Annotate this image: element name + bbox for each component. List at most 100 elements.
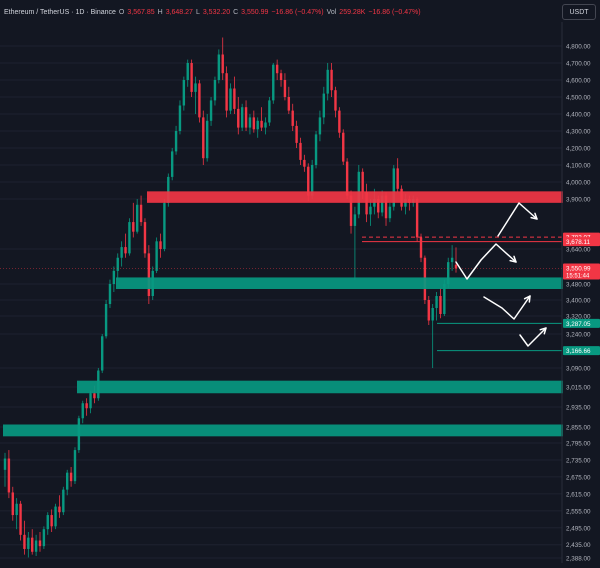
candle-body — [349, 195, 353, 226]
candle-body — [303, 159, 306, 167]
price-tag-label: 3,287.05 — [566, 321, 591, 328]
candle — [155, 237, 158, 274]
candle-body — [167, 176, 170, 203]
high-label: H — [157, 8, 163, 16]
resistance-zone — [147, 191, 563, 203]
candle — [69, 467, 73, 487]
candle-body — [310, 165, 314, 196]
candle — [225, 66, 228, 118]
candle-body — [135, 204, 139, 232]
candle — [275, 59, 279, 80]
candle-body — [361, 171, 364, 193]
candle-body — [221, 54, 224, 74]
price-tag-bg — [563, 346, 600, 356]
candle — [365, 183, 368, 223]
projection-arrow — [497, 202, 538, 237]
candle-body — [275, 64, 279, 74]
candle-body — [31, 537, 34, 552]
candle — [135, 199, 139, 234]
candle-body — [264, 122, 267, 128]
price-axis-tick-label: 4,000.00 — [566, 180, 591, 187]
candle-body — [62, 489, 65, 513]
arrow-path — [455, 243, 517, 280]
candle-body — [233, 88, 236, 109]
candle-body — [34, 540, 38, 552]
candle — [268, 97, 271, 126]
candle-body — [272, 64, 275, 101]
candle-body — [307, 166, 310, 196]
candle — [11, 486, 14, 521]
candle-body — [384, 195, 388, 219]
candle — [272, 63, 275, 104]
price-axis-tick-label: 2,555.00 — [566, 508, 591, 515]
candle — [322, 86, 326, 125]
candle-body — [38, 540, 42, 547]
candle-body — [11, 492, 14, 516]
low-label: L — [195, 8, 200, 16]
candle-body — [73, 450, 77, 482]
candle-body — [435, 296, 438, 308]
candle — [287, 86, 291, 114]
price-change: −16.86 (−0.47%) — [271, 8, 324, 16]
candle — [221, 37, 224, 80]
candle-body — [50, 515, 53, 527]
candle — [170, 148, 174, 181]
candle — [419, 233, 423, 263]
candle — [62, 486, 65, 516]
price-axis-tick-label: 4,100.00 — [566, 163, 591, 170]
candle-body — [147, 253, 151, 296]
candle-body — [124, 247, 127, 254]
candle-body — [388, 206, 392, 219]
candle — [318, 110, 322, 142]
price-tag-bg — [563, 263, 600, 280]
symbol-title[interactable]: Ethereum / TetherUS · 1D · Binance — [4, 8, 116, 16]
price-axis-tick-label: 2,495.00 — [566, 525, 591, 532]
candle-body — [229, 88, 232, 111]
candle — [279, 69, 283, 87]
price-axis-tick-label: 3,400.00 — [566, 298, 591, 305]
candle-body — [163, 202, 166, 249]
candle — [120, 241, 123, 267]
candle-body — [198, 83, 201, 118]
candle — [54, 503, 57, 530]
candle-body — [244, 107, 248, 128]
candle-body — [427, 300, 430, 321]
candle — [338, 107, 341, 138]
candle — [186, 59, 189, 87]
price-axis-tick-label: 4,800.00 — [566, 44, 591, 51]
arrow-head — [509, 255, 517, 263]
candle — [174, 125, 178, 155]
candle — [194, 76, 197, 114]
candle-body — [205, 120, 209, 159]
price-axis-tick-label: 4,500.00 — [566, 95, 591, 102]
volume-label: Vol — [326, 8, 337, 16]
candle-body — [345, 161, 349, 196]
candle — [139, 195, 143, 226]
price-axis-tick-label: 3,240.00 — [566, 332, 591, 339]
price-tag-label: 3,550.99 — [566, 265, 591, 272]
price-axis-tick-label: 2,795.00 — [566, 441, 591, 448]
candle-body — [322, 93, 326, 118]
candle — [233, 76, 236, 114]
candle-body — [330, 69, 333, 91]
price-axis-tick-label: 4,400.00 — [566, 112, 591, 119]
currency-button[interactable]: USDT — [562, 4, 596, 20]
candle — [342, 129, 345, 165]
support-zone — [77, 380, 563, 394]
candle-body — [252, 117, 256, 130]
candle — [108, 279, 112, 308]
arrow-path — [519, 327, 547, 347]
candle-body — [54, 506, 57, 527]
candle — [38, 532, 42, 552]
price-axis-tick-label: 3,900.00 — [566, 197, 591, 204]
candle — [202, 110, 205, 165]
candle-body — [380, 195, 384, 213]
open-value: 3,567.85 — [127, 8, 155, 16]
candle-body — [283, 80, 287, 97]
candle-body — [396, 168, 399, 189]
candle-body — [237, 108, 240, 128]
candle — [388, 202, 392, 223]
price-axis-tick-label: 4,200.00 — [566, 146, 591, 153]
